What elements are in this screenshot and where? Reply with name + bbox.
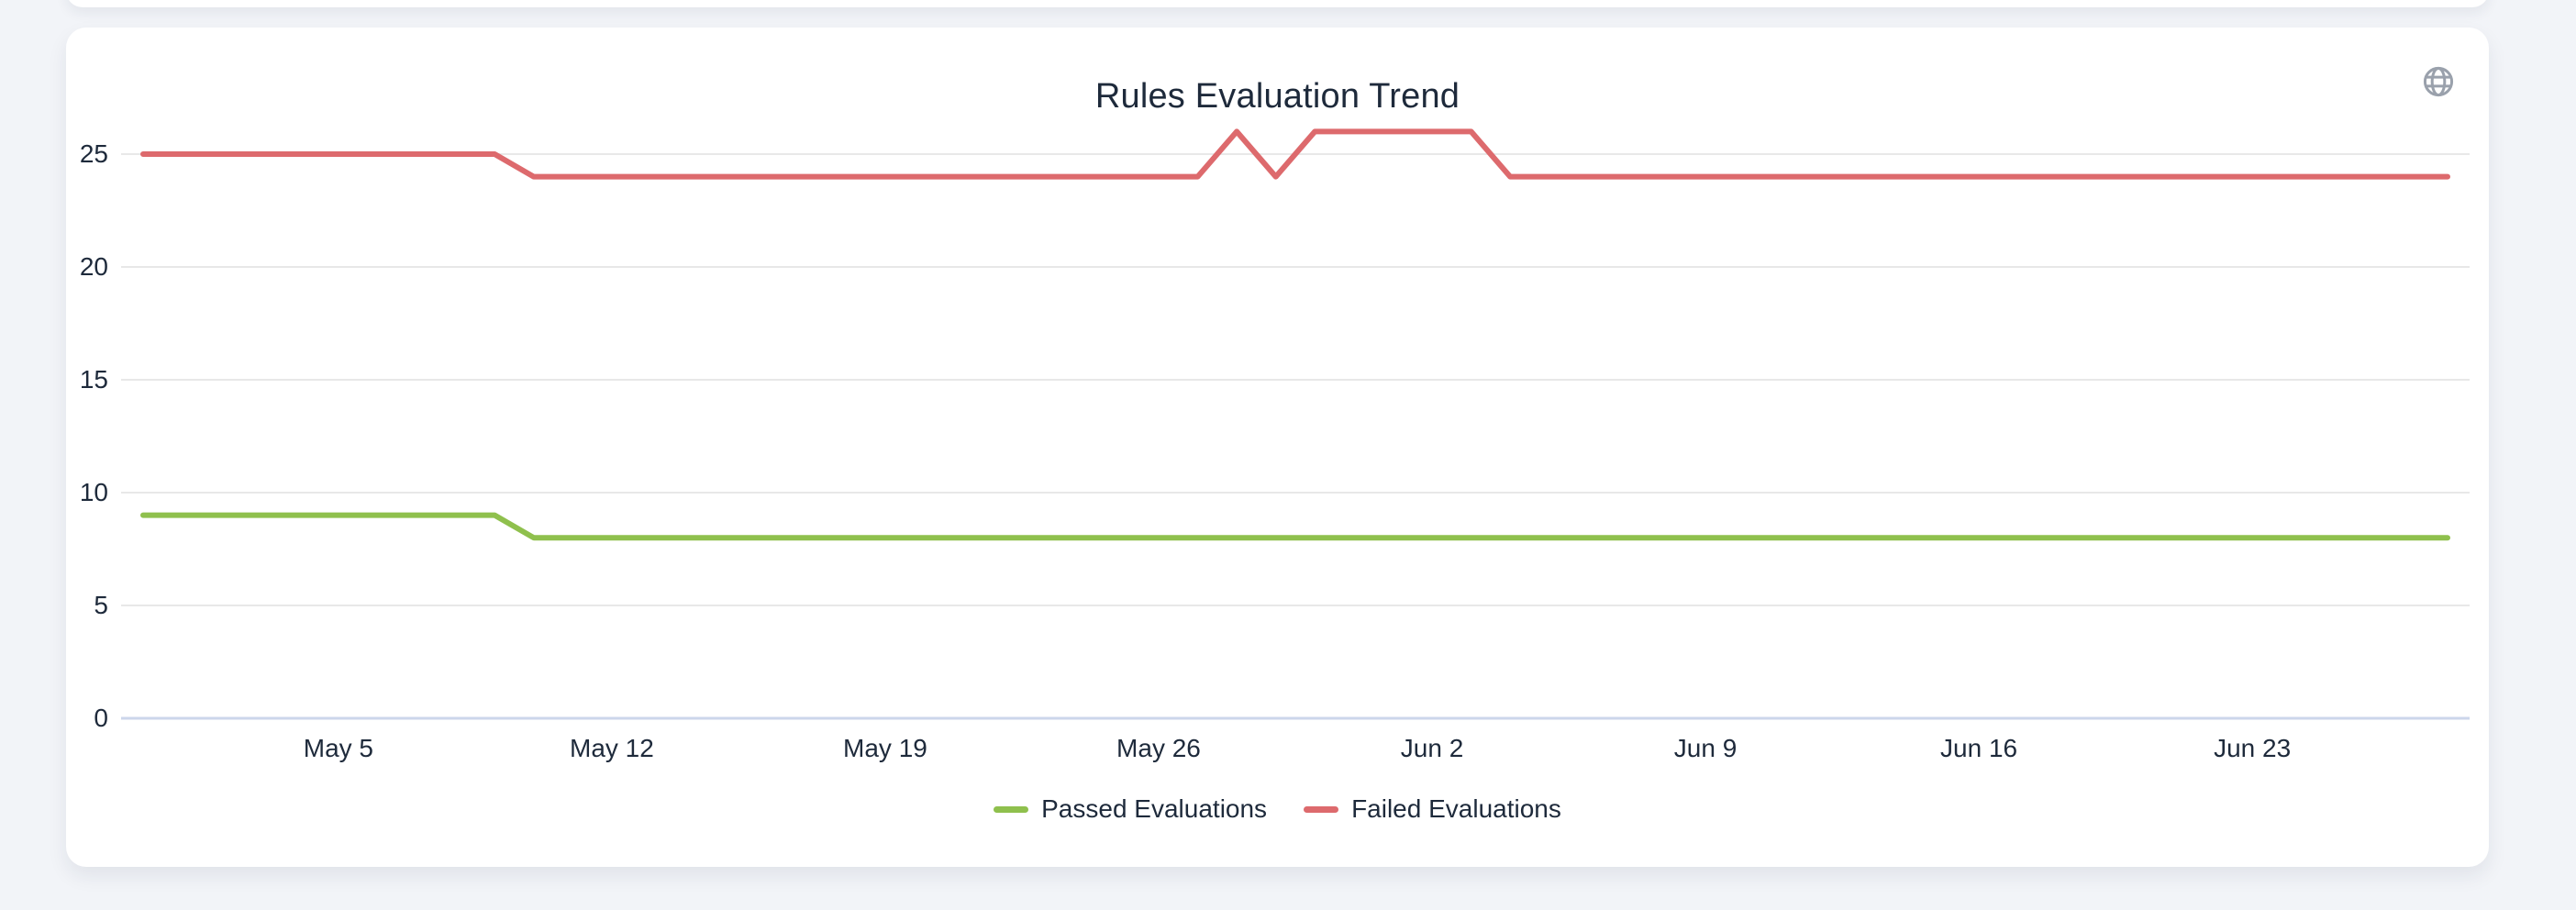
x-axis-tick-label: May 5 [303,734,373,762]
legend-item-passed-evaluations[interactable]: Passed Evaluations [994,794,1267,824]
series-line-0 [140,512,2450,541]
y-axis-tick-label: 20 [79,252,108,281]
globe-icon[interactable] [2421,64,2456,99]
x-axis-tick-label: Jun 23 [2214,734,2292,762]
series-line-1 [140,128,2450,180]
y-axis-tick-label: 5 [94,591,108,619]
y-axis-tick-label: 0 [94,704,108,732]
previous-card-bottom-edge [66,0,2489,7]
passed-series-marker [994,805,1029,813]
chart-area: 0 5 10 15 20 25 May 5 May 12 May 19 May 26 Jun 2 J… [66,28,2489,867]
legend-label: Passed Evaluations [1041,794,1268,823]
trend-chart[interactable] [66,28,2489,867]
y-axis-tick-label: 10 [79,478,108,506]
legend-item-failed-evaluations[interactable]: Failed Evaluations [1304,794,1561,824]
x-axis-tick-label: Jun 16 [1940,734,2018,762]
chart-legend: Passed Evaluations Failed Evaluations [66,794,2489,824]
x-axis-tick-label: Jun 2 [1400,734,1464,762]
rules-evaluation-trend-card: Rules Evaluation Trend 0 5 10 15 20 25 May 5 M… [66,28,2489,867]
x-axis-tick-label: May 26 [1116,734,1201,762]
y-axis-tick-label: 25 [79,139,108,168]
x-axis-tick-label: Jun 9 [1673,734,1738,762]
legend-label: Failed Evaluations [1351,794,1561,823]
chart-title: Rules Evaluation Trend [1094,77,1460,116]
x-axis-tick-label: May 19 [843,734,927,762]
y-axis-tick-label: 15 [79,365,108,394]
x-axis-tick-label: May 12 [569,734,654,762]
failed-series-marker [1304,805,1339,813]
